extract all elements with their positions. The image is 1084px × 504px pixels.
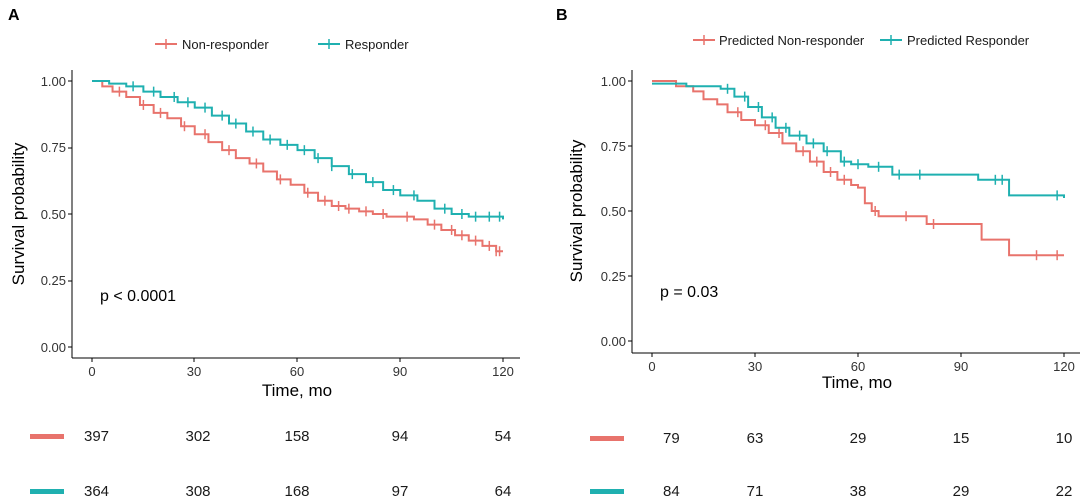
legend-label-nonresponder: Non-responder <box>182 37 269 52</box>
panel-b-label: B <box>556 7 568 24</box>
panel-a-ytick-050: 0.50 <box>41 207 66 222</box>
legend-label-predicted-nonresponder: Predicted Non-responder <box>719 33 865 48</box>
risk-count: 84 <box>663 483 680 500</box>
risk-row-key <box>590 489 624 494</box>
panel-a-x-title: Time, mo <box>262 381 332 400</box>
panel-a-risk-table: 397 302 158 94 54 364 308 168 97 64 <box>30 428 511 500</box>
km-curve-non-responder <box>92 80 503 253</box>
risk-count: 38 <box>850 483 867 500</box>
panel-a-xtick-90: 90 <box>393 364 407 379</box>
panel-a-ytick-100: 1.00 <box>41 74 66 89</box>
risk-count: 97 <box>392 483 409 500</box>
risk-count: 71 <box>747 483 764 500</box>
risk-count: 94 <box>392 428 409 445</box>
risk-row-key <box>30 434 64 439</box>
risk-row-key <box>30 489 64 494</box>
legend-item-predicted-nonresponder[interactable]: Predicted Non-responder <box>693 33 865 48</box>
panel-b-ytick-100: 1.00 <box>601 74 626 89</box>
km-curve-predicted-responder <box>652 82 1065 198</box>
risk-count: 308 <box>185 483 210 500</box>
panel-a-legend: Non-responder Responder <box>155 37 409 52</box>
panel-a-plot: 1.00 0.75 0.50 0.25 0.00 0 30 60 90 120 … <box>9 70 520 400</box>
risk-count: 29 <box>953 483 970 500</box>
panel-a-p-value: p < 0.0001 <box>100 288 176 305</box>
panel-b-xtick-120: 120 <box>1053 359 1075 374</box>
panel-b-risk-table: 79 63 29 15 10 84 71 38 29 22 <box>590 430 1072 500</box>
panel-b: B Predicted Non-responder Predicted Resp… <box>556 7 1080 500</box>
panel-b-p-value: p = 0.03 <box>660 284 718 301</box>
panel-a: A Non-responder Responder 1.00 0.75 0.50… <box>8 7 520 500</box>
legend-item-nonresponder[interactable]: Non-responder <box>155 37 269 52</box>
risk-row-key <box>590 436 624 441</box>
panel-a-y-title: Survival probability <box>9 142 28 285</box>
panel-b-ytick-025: 0.25 <box>601 269 626 284</box>
risk-count: 64 <box>495 483 512 500</box>
legend-label-predicted-responder: Predicted Responder <box>907 33 1030 48</box>
risk-count: 15 <box>953 430 970 447</box>
panel-b-x-title: Time, mo <box>822 373 892 392</box>
panel-b-ytick-000: 0.00 <box>601 334 626 349</box>
panel-a-ytick-025: 0.25 <box>41 273 66 288</box>
panel-a-xtick-120: 120 <box>492 364 514 379</box>
panel-a-curves <box>92 80 504 257</box>
panel-b-xtick-0: 0 <box>648 359 655 374</box>
panel-a-label: A <box>8 7 20 24</box>
panel-a-ytick-000: 0.00 <box>41 340 66 355</box>
km-curve-predicted-non-responder <box>652 80 1064 257</box>
panel-b-xtick-30: 30 <box>748 359 762 374</box>
panel-a-xtick-30: 30 <box>187 364 201 379</box>
risk-count: 79 <box>663 430 680 447</box>
panel-b-ytick-050: 0.50 <box>601 204 626 219</box>
panel-b-plot: 1.00 0.75 0.50 0.25 0.00 0 30 60 90 120 … <box>567 70 1080 392</box>
panel-b-legend: Predicted Non-responder Predicted Respon… <box>693 33 1030 48</box>
risk-count: 22 <box>1056 483 1073 500</box>
legend-item-predicted-responder[interactable]: Predicted Responder <box>880 33 1030 48</box>
risk-count: 168 <box>284 483 309 500</box>
risk-count: 302 <box>185 428 210 445</box>
panel-a-ytick-075: 0.75 <box>41 140 66 155</box>
panel-b-y-title: Survival probability <box>567 139 586 282</box>
risk-count: 10 <box>1056 430 1073 447</box>
risk-count: 158 <box>284 428 309 445</box>
panel-b-xtick-90: 90 <box>954 359 968 374</box>
risk-count: 364 <box>84 483 109 500</box>
panel-a-xtick-60: 60 <box>290 364 304 379</box>
panel-b-curves <box>652 80 1065 261</box>
risk-count: 29 <box>850 430 867 447</box>
risk-count: 63 <box>747 430 764 447</box>
km-curve-responder <box>92 80 504 220</box>
panel-b-xtick-60: 60 <box>851 359 865 374</box>
panel-a-xtick-0: 0 <box>88 364 95 379</box>
risk-count: 54 <box>495 428 512 445</box>
legend-label-responder: Responder <box>345 37 409 52</box>
legend-item-responder[interactable]: Responder <box>318 37 409 52</box>
panel-b-ytick-075: 0.75 <box>601 139 626 154</box>
risk-count: 397 <box>84 428 109 445</box>
